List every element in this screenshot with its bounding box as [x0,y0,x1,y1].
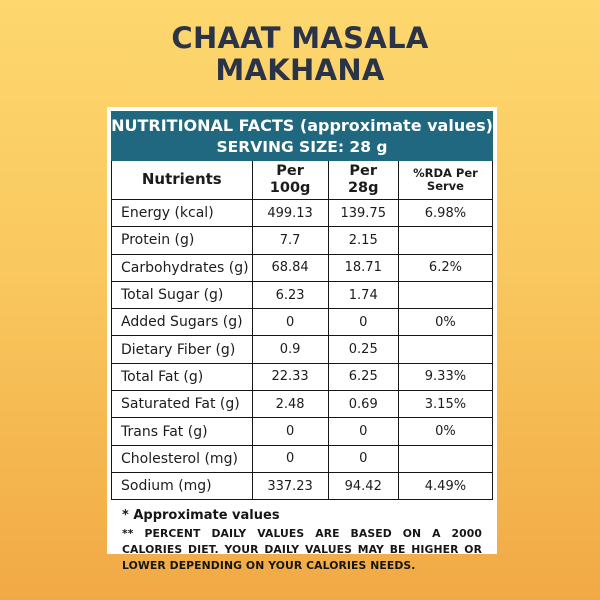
nutrition-panel: NUTRITIONAL FACTS (approximate values) S… [107,107,497,572]
nutrient-name-cell: Saturated Fat (g) [112,391,253,418]
rda-cell [399,336,492,362]
per-100g-cell: 0 [253,309,329,336]
nutrition-table: Nutrients Per 100g Per 28g %RDA Per Serv… [111,161,493,501]
per-28g-cell: 18.71 [329,254,399,281]
footnote-approximate-values: * Approximate values [122,508,280,524]
table-row: Cholesterol (mg) 0 0 [112,445,492,473]
per-28g-cell: 94.42 [329,472,399,500]
footnotes: * Approximate values ** PERCENT DAILY VA… [111,500,493,573]
nutrient-name-cell: Trans Fat (g) [112,418,253,445]
rda-cell [399,282,492,308]
table-row: Saturated Fat (g) 2.48 0.69 3.15% [112,391,492,419]
nutrient-name-cell: Protein (g) [112,227,253,254]
per-28g-cell: 2.15 [329,227,399,254]
rda-cell: 6.98% [424,205,467,221]
table-row: Carbohydrates (g) 68.84 18.71 6.2% [112,254,492,282]
footnote-daily-values: ** PERCENT DAILY VALUES ARE BASED ON A 2… [122,527,482,572]
per-100g-cell: 7.7 [253,227,329,254]
nutrition-facts-title: NUTRITIONAL FACTS (approximate values) [111,116,493,135]
per-28g-cell: 0.25 [329,336,399,363]
table-body: Energy (kcal) 499.13 139.75 6.98% Protei… [112,200,492,500]
per-28g-cell: 0 [329,418,399,445]
per-28g-cell: 139.75 [329,200,399,227]
rda-cell: 3.15% [424,396,467,412]
nutrient-name-cell: Dietary Fiber (g) [112,336,253,363]
nutrient-name-cell: Total Sugar (g) [112,281,253,309]
table-row: Protein (g) 7.7 2.15 [112,227,492,255]
table-row: Sodium (mg) 337.23 94.42 4.49% [112,472,492,500]
per-100g-cell: 0.9 [253,336,329,363]
serving-size-text: SERVING SIZE: 28 g [216,138,388,156]
per-28g-cell: 6.25 [329,363,399,391]
column-header-per-100g: Per 100g [253,161,329,199]
rda-cell: 9.33% [424,369,467,385]
nutrient-name-cell: Sodium (mg) [112,472,253,500]
rda-cell [399,227,492,253]
nutrient-name-cell: Cholesterol (mg) [112,445,253,472]
table-row: Total Fat (g) 22.33 6.25 9.33% [112,363,492,392]
per-28g-cell: 0.69 [329,391,399,418]
nutrient-name-cell: Energy (kcal) [112,200,253,227]
nutrient-name-cell: Total Fat (g) [112,363,253,391]
table-row: Energy (kcal) 499.13 139.75 6.98% [112,200,492,228]
table-row: Trans Fat (g) 0 0 0% [112,418,492,446]
table-row: Dietary Fiber (g) 0.9 0.25 [112,336,492,364]
column-header-rda-per-serve: %RDA Per Serve [413,165,478,193]
per-28g-cell: 0 [329,445,399,472]
per-100g-cell: 22.33 [253,363,329,391]
product-title: CHAAT MASALA MAKHANA [0,0,600,87]
per-100g-cell: 0 [253,418,329,445]
rda-cell: 0% [435,314,456,330]
per-100g-cell: 2.48 [253,391,329,418]
per-100g-cell: 68.84 [253,254,329,281]
per-100g-cell: 6.23 [253,281,329,309]
rda-cell: 0% [435,424,456,440]
product-title-line2: MAKHANA [215,53,385,88]
per-28g-cell: 0 [329,309,399,336]
per-100g-cell: 0 [253,445,329,472]
column-header-per-28g: Per 28g [329,161,399,199]
rda-cell: 4.49% [424,478,467,494]
nutrition-facts-header: NUTRITIONAL FACTS (approximate values) S… [111,111,493,161]
rda-cell: 6.2% [428,260,462,276]
table-row: Total Sugar (g) 6.23 1.74 [112,281,492,310]
nutrient-name-cell: Added Sugars (g) [112,309,253,336]
product-title-line1: CHAAT MASALA [171,21,429,55]
rda-cell [399,446,492,472]
per-100g-cell: 337.23 [253,472,329,500]
table-row: Added Sugars (g) 0 0 0% [112,309,492,337]
nutrient-name-cell: Carbohydrates (g) [112,254,253,281]
column-header-nutrients: Nutrients [112,161,253,199]
per-100g-cell: 499.13 [253,200,329,227]
column-header-row: Nutrients Per 100g Per 28g %RDA Per Serv… [112,161,492,200]
per-28g-cell: 1.74 [329,281,399,309]
